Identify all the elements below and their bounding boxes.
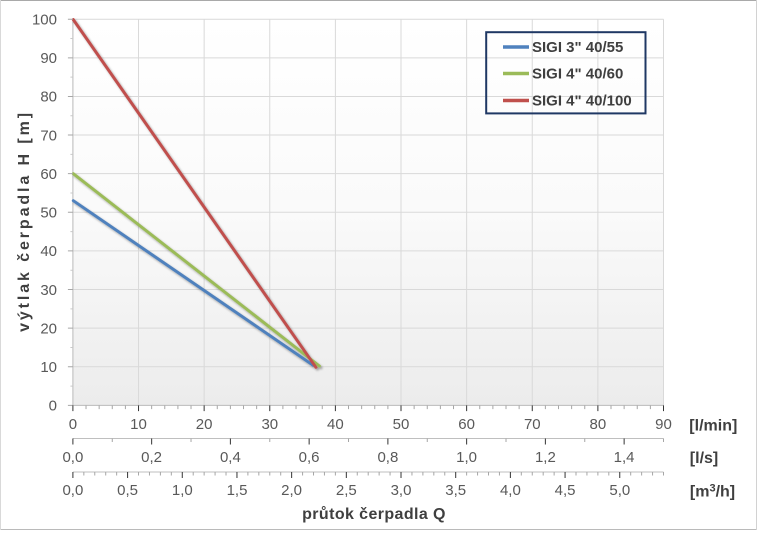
svg-text:80: 80 (590, 416, 607, 433)
svg-text:1,2: 1,2 (535, 449, 556, 466)
svg-text:3,5: 3,5 (445, 482, 466, 499)
svg-text:70: 70 (524, 416, 541, 433)
svg-text:70: 70 (40, 127, 57, 144)
svg-text:20: 20 (196, 416, 213, 433)
svg-text:0: 0 (49, 398, 57, 415)
svg-text:2,5: 2,5 (336, 482, 357, 499)
svg-text:SIGI 3" 40/55: SIGI 3" 40/55 (532, 39, 623, 56)
svg-text:1,0: 1,0 (456, 449, 477, 466)
svg-text:0,0: 0,0 (62, 482, 83, 499)
svg-text:4,0: 4,0 (500, 482, 521, 499)
svg-text:výtlak čerpadla H [m]: výtlak čerpadla H [m] (16, 110, 33, 332)
svg-text:0,8: 0,8 (377, 449, 398, 466)
svg-text:40: 40 (327, 416, 344, 433)
svg-text:20: 20 (40, 321, 57, 338)
svg-text:5,0: 5,0 (609, 482, 630, 499)
svg-text:0,5: 0,5 (117, 482, 138, 499)
svg-text:SIGI 4" 40/60: SIGI 4" 40/60 (532, 66, 623, 83)
svg-text:60: 60 (40, 166, 57, 183)
svg-text:3,0: 3,0 (391, 482, 412, 499)
svg-text:0,0: 0,0 (62, 449, 83, 466)
svg-text:60: 60 (458, 416, 475, 433)
svg-text:2,0: 2,0 (281, 482, 302, 499)
svg-text:30: 30 (261, 416, 278, 433)
svg-text:0,4: 0,4 (220, 449, 241, 466)
svg-text:10: 10 (130, 416, 147, 433)
svg-text:[l/min]: [l/min] (689, 418, 737, 435)
svg-text:4,5: 4,5 (555, 482, 576, 499)
svg-text:30: 30 (40, 282, 57, 299)
svg-text:90: 90 (655, 416, 672, 433)
svg-text:0,2: 0,2 (141, 449, 162, 466)
svg-text:1,5: 1,5 (227, 482, 248, 499)
svg-text:[l/s]: [l/s] (690, 450, 718, 467)
svg-text:průtok čerpadla Q: průtok čerpadla Q (302, 506, 446, 523)
svg-text:[m3/h]: [m3/h] (690, 482, 735, 500)
svg-text:0: 0 (69, 416, 77, 433)
svg-text:10: 10 (40, 359, 57, 376)
svg-text:90: 90 (40, 50, 57, 67)
svg-text:1,4: 1,4 (614, 449, 635, 466)
svg-text:0,6: 0,6 (299, 449, 320, 466)
svg-text:SIGI 4" 40/100: SIGI 4" 40/100 (532, 93, 632, 110)
svg-text:50: 50 (393, 416, 410, 433)
svg-text:80: 80 (40, 89, 57, 106)
svg-text:1,0: 1,0 (172, 482, 193, 499)
svg-text:100: 100 (32, 12, 57, 29)
svg-text:40: 40 (40, 243, 57, 260)
svg-text:50: 50 (40, 205, 57, 222)
